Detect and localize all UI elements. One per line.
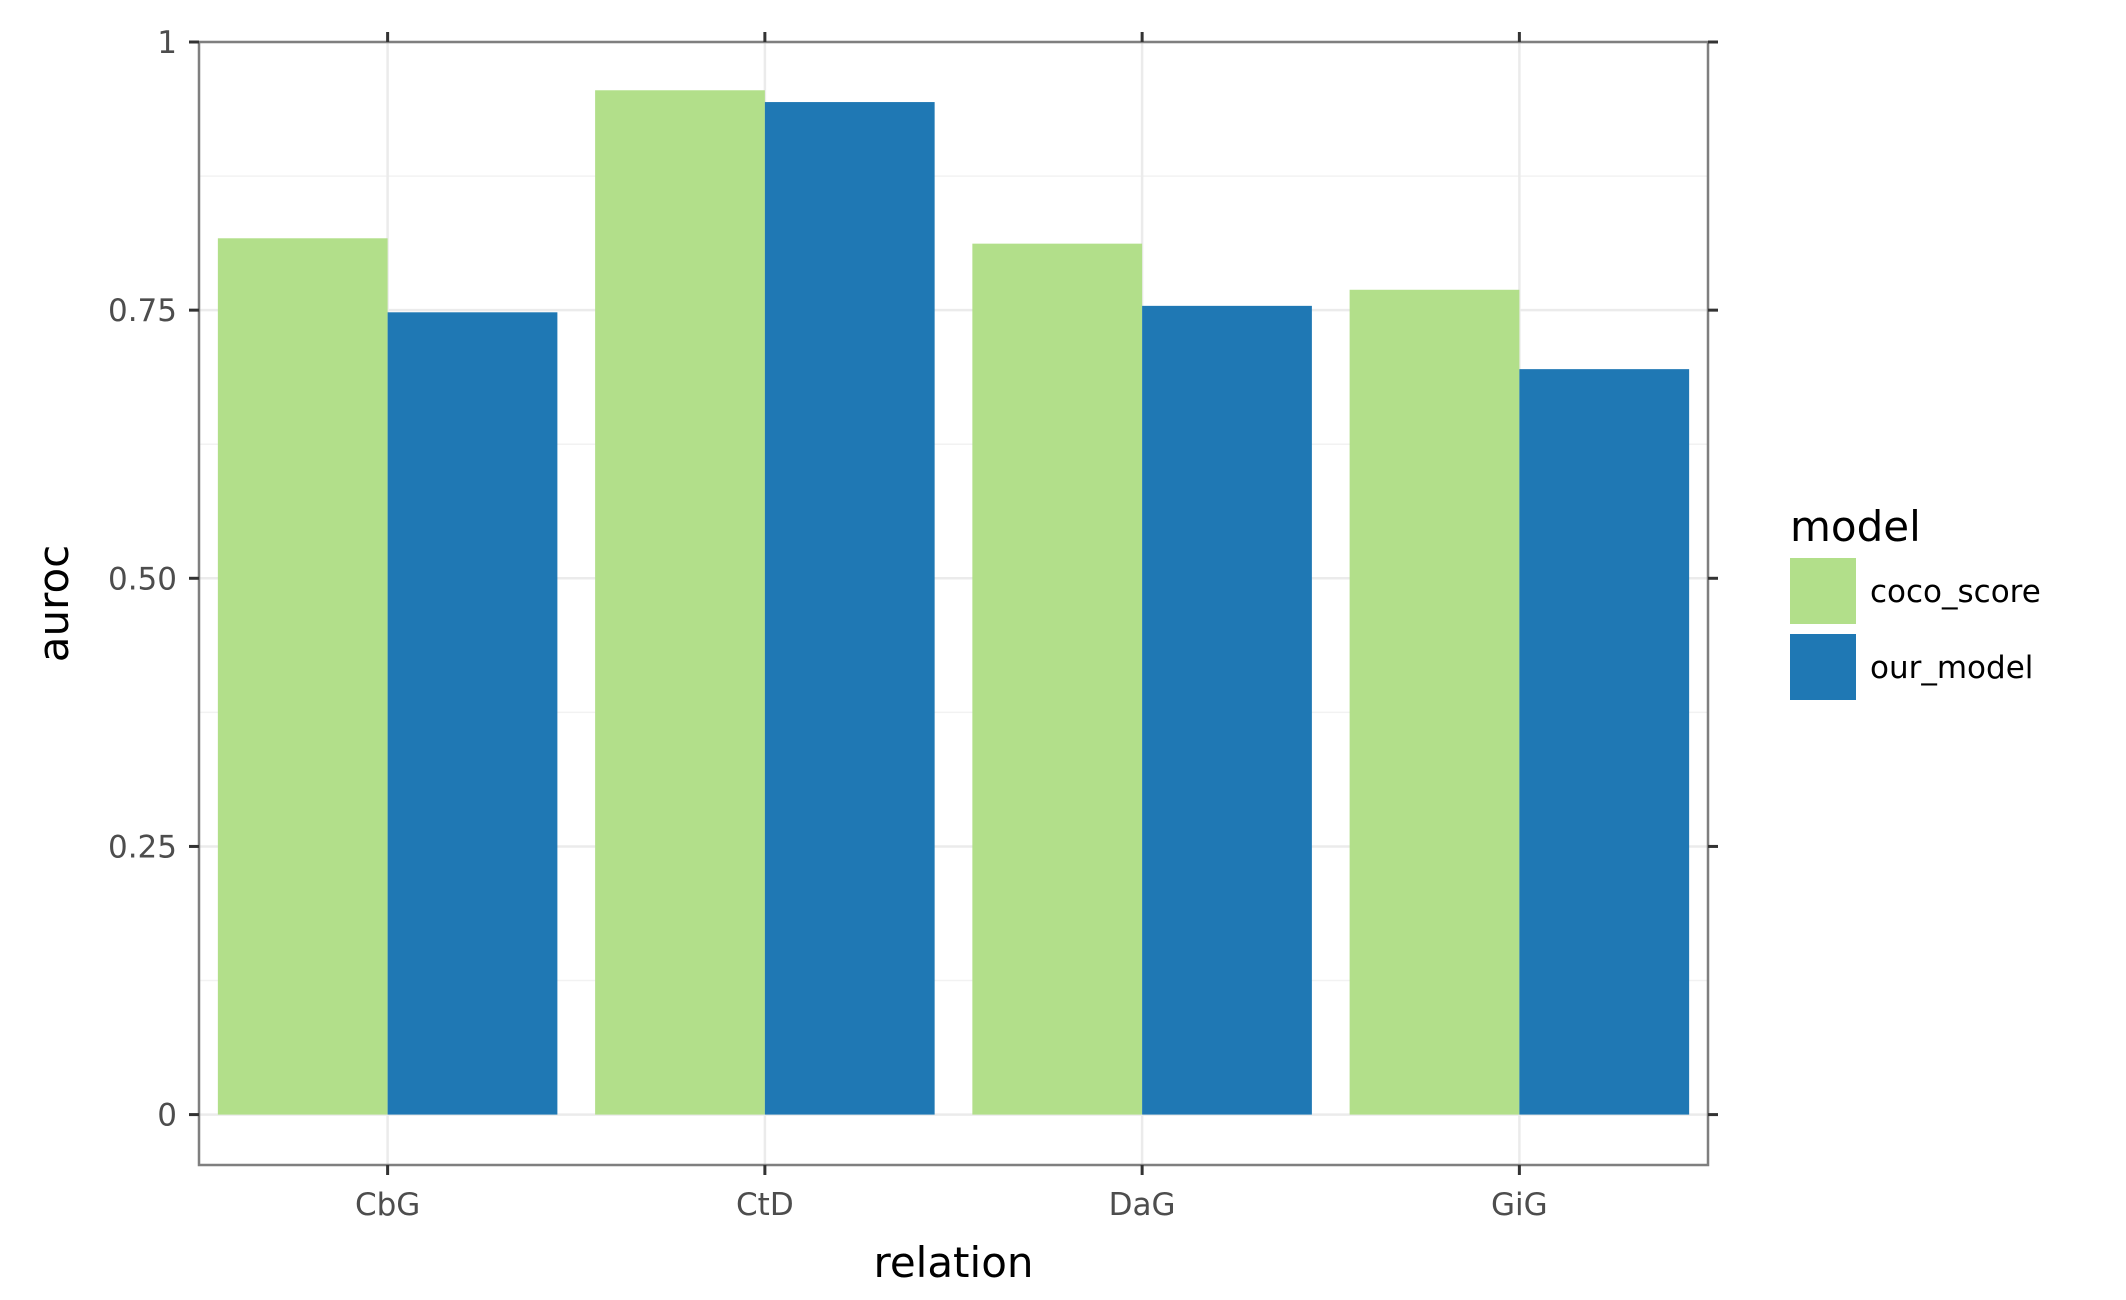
legend: model coco_score our_model	[1790, 502, 2041, 700]
y-tick-label: 0	[157, 1098, 177, 1134]
legend-key-coco_score	[1790, 558, 1856, 624]
y-axis-title: auroc	[29, 545, 78, 663]
legend-key-our_model	[1790, 634, 1856, 700]
bar-CtD-our_model	[764, 102, 935, 1115]
legend-label-coco_score: coco_score	[1870, 574, 2041, 610]
x-tick-label-GiG: GiG	[1491, 1187, 1548, 1223]
panel-border	[197, 40, 1710, 1167]
x-tick-labels: CbG CtD DaG GiG	[355, 1187, 1548, 1223]
legend-label-our_model: our_model	[1870, 650, 2033, 686]
y-tick-labels: 0 0.25 0.50 0.75 1	[108, 25, 177, 1134]
y-tick-label: 0.25	[108, 829, 177, 865]
x-tick-label-CtD: CtD	[736, 1187, 794, 1223]
axis-ticks	[189, 32, 1718, 1175]
bar-DaG-coco_score	[972, 243, 1143, 1115]
y-tick-label: 1	[157, 25, 177, 61]
bars	[217, 90, 1690, 1115]
bar-CtD-coco_score	[595, 90, 765, 1115]
y-tick-label: 0.75	[108, 293, 177, 329]
x-tick-label-CbG: CbG	[355, 1187, 420, 1223]
x-axis-title: relation	[873, 1238, 1033, 1287]
bar-CbG-our_model	[387, 312, 558, 1115]
bar-GiG-our_model	[1519, 369, 1690, 1115]
x-tick-label-DaG: DaG	[1109, 1187, 1176, 1223]
bar-CbG-coco_score	[217, 238, 388, 1115]
y-tick-label: 0.50	[108, 561, 177, 597]
bar-DaG-our_model	[1142, 305, 1312, 1115]
bar-GiG-coco_score	[1349, 289, 1520, 1115]
legend-title: model	[1790, 502, 1921, 551]
